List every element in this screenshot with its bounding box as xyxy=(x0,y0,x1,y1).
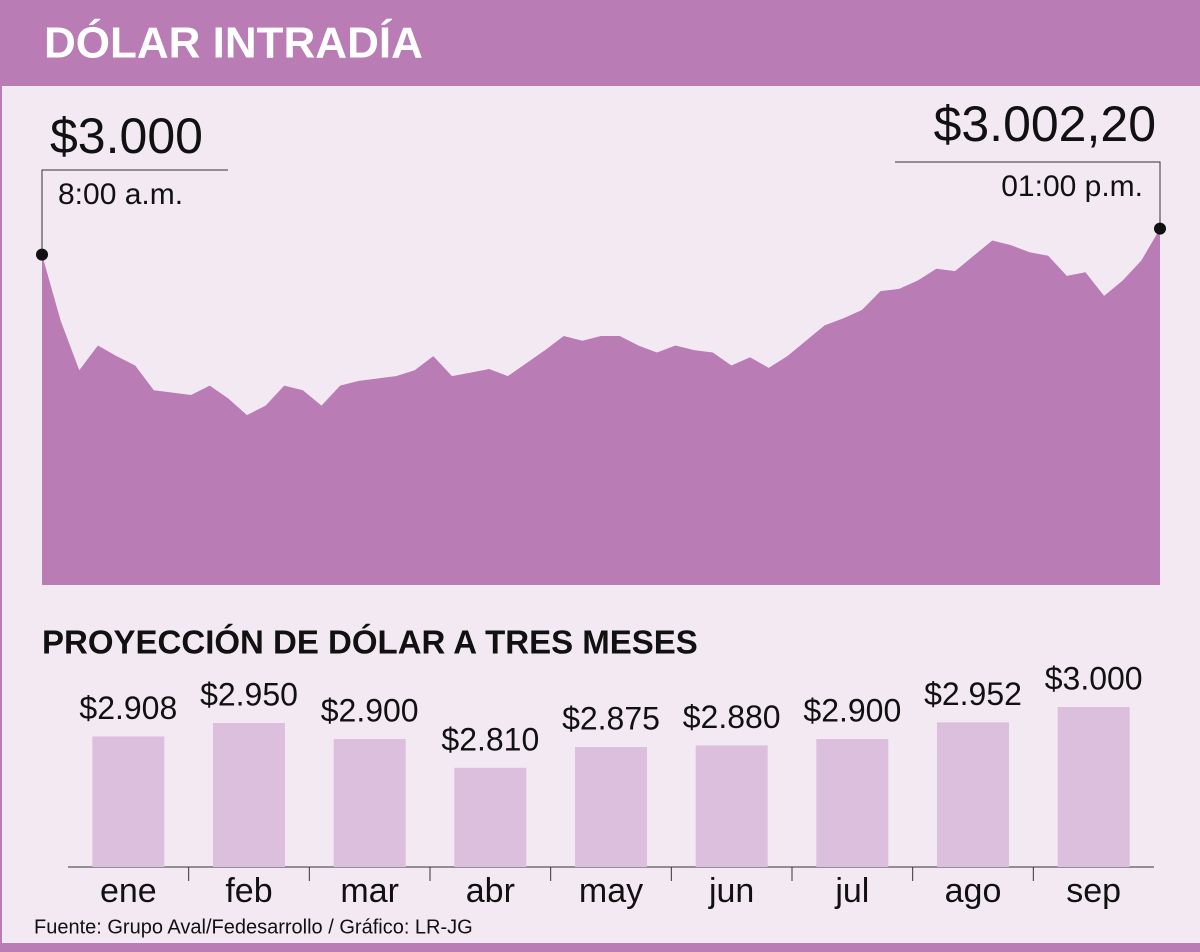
x-tick-label: ene xyxy=(100,872,157,910)
annotation-dot xyxy=(1154,222,1166,235)
bar xyxy=(816,739,889,867)
header-band xyxy=(0,0,1200,86)
bar xyxy=(92,736,165,867)
annotation-value: $3.002,20 xyxy=(934,96,1156,152)
x-tick-label: may xyxy=(579,872,643,910)
x-tick-label: feb xyxy=(225,872,272,910)
value-label: $2.810 xyxy=(441,721,539,757)
annotation-time: 8:00 a.m. xyxy=(58,178,183,211)
x-tick-label: sep xyxy=(1066,872,1121,910)
annotation-value: $3.000 xyxy=(50,108,203,164)
value-label: $2.875 xyxy=(562,700,660,736)
bottom-border xyxy=(0,943,1200,952)
value-label: $2.880 xyxy=(683,699,781,735)
bar-chart-title: PROYECCIÓN DE DÓLAR A TRES MESES xyxy=(42,624,698,661)
x-tick-label: ago xyxy=(945,872,1002,910)
left-border xyxy=(0,0,2,952)
annotation-leader xyxy=(895,161,1161,229)
area xyxy=(42,228,1160,585)
annotation-leader xyxy=(41,169,228,255)
value-label: $2.952 xyxy=(924,676,1022,712)
bar xyxy=(1057,707,1130,867)
annotation-dot xyxy=(36,248,48,261)
annotation-time: 01:00 p.m. xyxy=(1001,170,1143,203)
bar xyxy=(213,723,285,867)
value-label: $2.950 xyxy=(200,676,298,712)
bar xyxy=(695,745,768,867)
x-tick-label: abr xyxy=(466,872,515,910)
bar xyxy=(333,739,406,867)
source-note: Fuente: Grupo Aval/Fedesarrollo / Gráfic… xyxy=(34,916,473,938)
value-label: $2.908 xyxy=(79,690,177,726)
bar xyxy=(575,747,647,867)
bar xyxy=(937,722,1009,867)
x-tick-label: jul xyxy=(834,872,869,910)
chart-title: DÓLAR INTRADÍA xyxy=(44,18,423,68)
value-label: $2.900 xyxy=(803,692,901,728)
x-tick-label: jun xyxy=(708,872,754,910)
bar xyxy=(454,767,527,867)
x-tick-label: mar xyxy=(340,872,399,910)
value-label: $2.900 xyxy=(321,692,419,728)
value-label: $3.000 xyxy=(1045,660,1143,696)
